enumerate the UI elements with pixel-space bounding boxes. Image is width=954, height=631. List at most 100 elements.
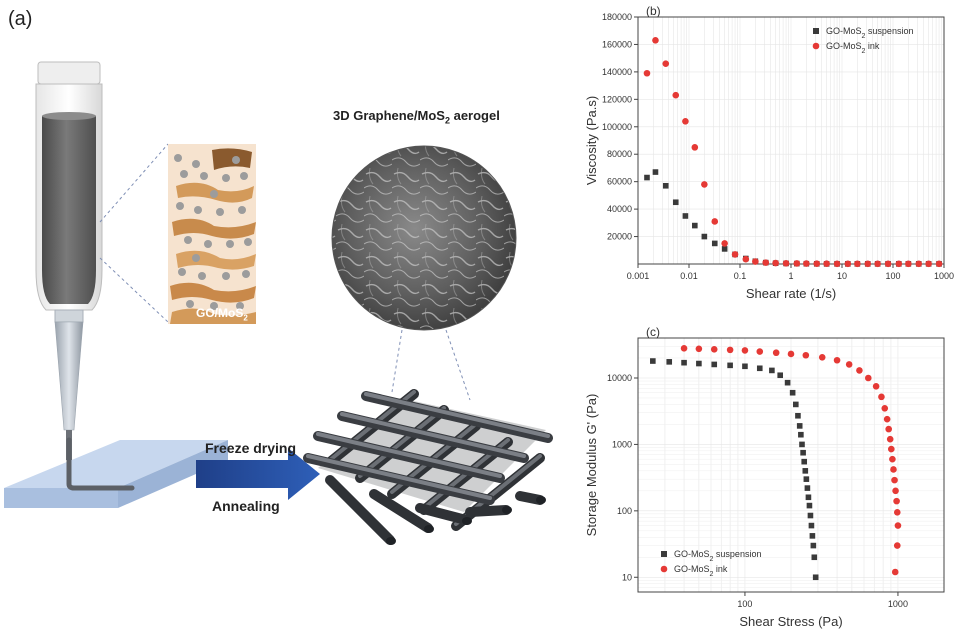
- data-point: [811, 554, 818, 561]
- data-point: [643, 69, 651, 77]
- data-point: [878, 393, 885, 401]
- data-point: [784, 379, 791, 386]
- data-point: [782, 260, 790, 267]
- data-point: [874, 260, 881, 268]
- data-point: [888, 445, 895, 453]
- data-point: [711, 361, 718, 368]
- data-point: [741, 347, 749, 354]
- plot-frame: [637, 337, 945, 593]
- data-point: [710, 346, 718, 353]
- data-point: [889, 455, 896, 463]
- data-point: [804, 485, 811, 491]
- data-point: [772, 349, 780, 357]
- inset-label: GO/MoS2: [196, 306, 248, 323]
- data-point: [885, 425, 892, 433]
- data-point: [727, 362, 733, 369]
- data-point: [854, 260, 861, 268]
- y-tick-label: 10: [622, 572, 632, 582]
- data-point: [680, 344, 688, 352]
- data-point: [884, 260, 892, 268]
- data-point: [652, 169, 659, 175]
- data-point: [742, 255, 750, 263]
- legend-marker: [812, 42, 820, 50]
- data-point: [808, 522, 815, 529]
- y-tick-label: 140000: [602, 67, 632, 77]
- panel-a-label: (a): [8, 8, 33, 30]
- data-point: [756, 365, 763, 372]
- data-point: [650, 358, 656, 364]
- x-tick-label: 1000: [934, 271, 954, 281]
- data-point: [818, 353, 826, 361]
- data-point: [721, 240, 728, 247]
- data-point: [691, 144, 699, 151]
- data-point: [803, 476, 810, 482]
- y-tick-label: 40000: [607, 204, 632, 214]
- data-point: [864, 374, 872, 382]
- data-point: [672, 91, 680, 99]
- y-tick-label: 1000: [612, 439, 632, 449]
- data-point: [844, 260, 852, 268]
- data-point: [752, 258, 759, 265]
- data-point: [807, 512, 814, 519]
- legend-marker: [660, 565, 668, 573]
- data-point: [787, 350, 795, 358]
- data-point: [793, 260, 801, 267]
- data-point: [886, 435, 894, 443]
- data-point: [823, 260, 830, 268]
- x-tick-label: 0.01: [680, 271, 698, 281]
- data-point: [833, 356, 841, 364]
- data-point: [772, 259, 779, 267]
- x-tick-label: 0.1: [734, 271, 747, 281]
- panel-label: (c): [646, 325, 660, 339]
- x-tick-label: 10: [837, 271, 847, 281]
- data-point: [742, 363, 748, 370]
- go-mos2-inset: [168, 144, 256, 324]
- data-point: [793, 401, 799, 408]
- data-point: [769, 367, 775, 374]
- data-point: [644, 174, 650, 181]
- data-point: [711, 240, 718, 247]
- data-point: [731, 251, 739, 258]
- y-axis-label: Storage Modulus G' (Pa): [584, 394, 599, 537]
- data-point: [682, 213, 689, 219]
- syringe: [35, 61, 135, 491]
- y-tick-label: 160000: [602, 39, 632, 49]
- data-point: [893, 509, 901, 516]
- x-tick-label: 0.001: [627, 271, 650, 281]
- data-point: [701, 233, 708, 240]
- data-point: [701, 181, 708, 188]
- data-point: [696, 360, 702, 367]
- legend-marker: [661, 551, 667, 557]
- aerogel-title: 3D Graphene/MoS2 aerogel: [333, 108, 500, 126]
- data-point: [803, 260, 810, 267]
- y-tick-label: 60000: [607, 177, 632, 187]
- data-point: [890, 466, 897, 473]
- data-point: [892, 487, 899, 495]
- data-point: [881, 404, 889, 412]
- y-tick-label: 180000: [602, 12, 632, 22]
- data-point: [756, 348, 764, 355]
- data-point: [812, 574, 819, 581]
- data-point: [798, 431, 804, 438]
- data-point: [813, 260, 821, 267]
- storage-modulus-chart: 100 1000 10 100 1000 10000 Shear Stress (Pa) St…: [584, 325, 945, 629]
- substrate-plate: [4, 440, 228, 508]
- legend-marker: [813, 28, 819, 34]
- x-axis-label: Shear Stress (Pa): [739, 614, 842, 629]
- data-point: [915, 260, 923, 268]
- lattice-scaffold: [303, 389, 553, 545]
- y-tick-label: 10000: [607, 373, 632, 383]
- y-tick-label: 100: [617, 506, 632, 516]
- sem-image-circle: [331, 145, 517, 331]
- viscosity-chart: 0.001 0.01 0.1 1 10 100 1000 20000 40000 60000 800…: [584, 4, 954, 301]
- data-point: [695, 345, 703, 353]
- data-point: [891, 568, 899, 576]
- data-point: [894, 522, 902, 529]
- data-point: [805, 494, 812, 501]
- data-point: [872, 382, 880, 390]
- legend-label: GO-MoS2 suspension: [674, 549, 761, 563]
- data-point: [799, 441, 805, 448]
- data-point: [652, 37, 659, 44]
- step-freeze-drying: Freeze drying: [205, 440, 297, 456]
- data-point: [672, 199, 679, 206]
